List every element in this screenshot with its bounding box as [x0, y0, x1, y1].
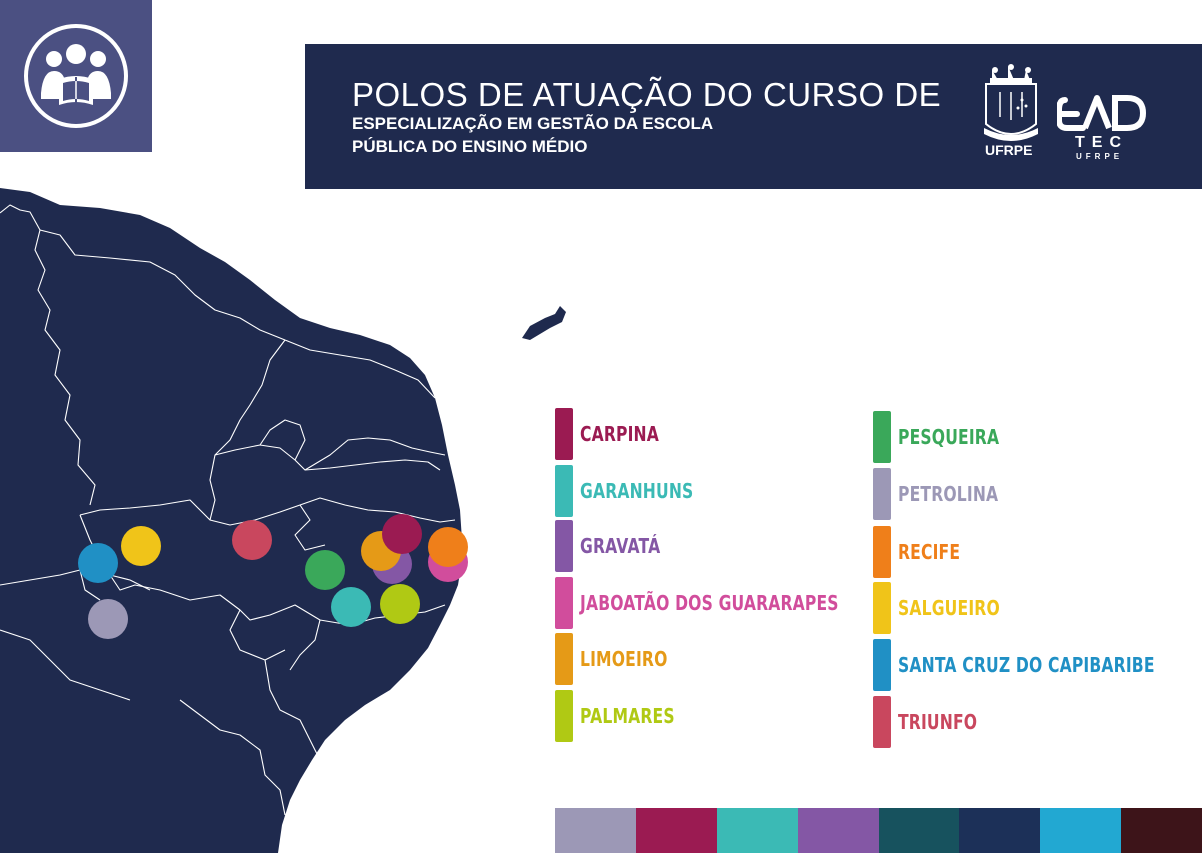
legend-swatch [555, 577, 573, 629]
legend-label: LIMOEIRO [580, 647, 668, 671]
palette-swatch [1040, 808, 1122, 853]
legend-swatch [555, 520, 573, 572]
marker-pesqueira [305, 550, 345, 590]
palette-swatch [797, 808, 879, 853]
ead-ufrpe-label: UFRPE [1076, 152, 1124, 161]
legend-label: GRAVATÁ [580, 534, 661, 558]
ufrpe-label: UFRPE [985, 142, 1033, 158]
legend-swatch [555, 408, 573, 460]
legend-swatch [873, 639, 891, 691]
legend-label: PETROLINA [898, 482, 999, 506]
legend-item-garanhuns: GARANHUNS [555, 465, 725, 517]
marker-garanhuns [331, 587, 371, 627]
legend-label: SANTA CRUZ DO CAPIBARIBE [898, 653, 1155, 677]
marker-palmares [380, 584, 420, 624]
legend-item-pesqueira: PESQUEIRA [873, 411, 1028, 463]
ufrpe-crest-icon [984, 64, 1038, 141]
marker-salgueiro [121, 526, 161, 566]
map-landmass [0, 188, 462, 853]
legend-item-carpina: CARPINA [555, 408, 681, 460]
legend-item-gravata: GRAVATÁ [555, 520, 683, 572]
legend-swatch [873, 582, 891, 634]
marker-carpina [382, 514, 422, 554]
color-palette-strip [555, 808, 1202, 853]
palette-swatch [716, 808, 798, 853]
page-subtitle-line2: PÚBLICA DO ENSINO MÉDIO [352, 137, 588, 156]
ead-logo-icon [1057, 95, 1147, 131]
legend-item-recife: RECIFE [873, 526, 978, 578]
legend-label: GARANHUNS [580, 479, 694, 503]
legend-label: SALGUEIRO [898, 596, 1000, 620]
legend-swatch [555, 690, 573, 742]
legend-label: JABOATÃO DOS GUARARAPES [580, 591, 839, 615]
palette-swatch [959, 808, 1041, 853]
legend-swatch [873, 526, 891, 578]
palette-swatch [1121, 808, 1202, 853]
ead-tec-label: TEC [1075, 134, 1128, 151]
marker-triunfo [232, 520, 272, 560]
legend-label: RECIFE [898, 540, 961, 564]
legend-swatch [555, 465, 573, 517]
app-logo [0, 0, 152, 152]
marker-petrolina [88, 599, 128, 639]
legend-item-petrolina: PETROLINA [873, 468, 1027, 520]
legend-item-limoeiro: LIMOEIRO [555, 633, 692, 685]
legend-item-salgueiro: SALGUEIRO [873, 582, 1029, 634]
legend-item-triunfo: TRIUNFO [873, 696, 1000, 748]
legend-swatch [873, 411, 891, 463]
map-island [522, 306, 566, 340]
palette-swatch [635, 808, 717, 853]
legend-item-palmares: PALMARES [555, 690, 702, 742]
legend-item-santa-cruz: SANTA CRUZ DO CAPIBARIBE [873, 639, 1202, 691]
legend-label: CARPINA [580, 422, 659, 446]
legend-swatch [873, 696, 891, 748]
legend-label: PESQUEIRA [898, 425, 1000, 449]
legend-label: TRIUNFO [898, 710, 978, 734]
legend-label: PALMARES [580, 704, 675, 728]
page-subtitle-line1: ESPECIALIZAÇÃO EM GESTÃO DA ESCOLA [352, 114, 714, 133]
legend-swatch [873, 468, 891, 520]
marker-santa-cruz [78, 543, 118, 583]
reading-group-icon [24, 24, 128, 128]
marker-recife [428, 527, 468, 567]
legend-swatch [555, 633, 573, 685]
palette-swatch [555, 808, 636, 853]
legend-item-jaboatao: JABOATÃO DOS GUARARAPES [555, 577, 912, 629]
header-banner: POLOS DE ATUAÇÃO DO CURSO DE ESPECIALIZA… [305, 44, 1202, 189]
page-title: POLOS DE ATUAÇÃO DO CURSO DE [352, 76, 942, 113]
palette-swatch [878, 808, 960, 853]
map-markers [78, 514, 468, 639]
